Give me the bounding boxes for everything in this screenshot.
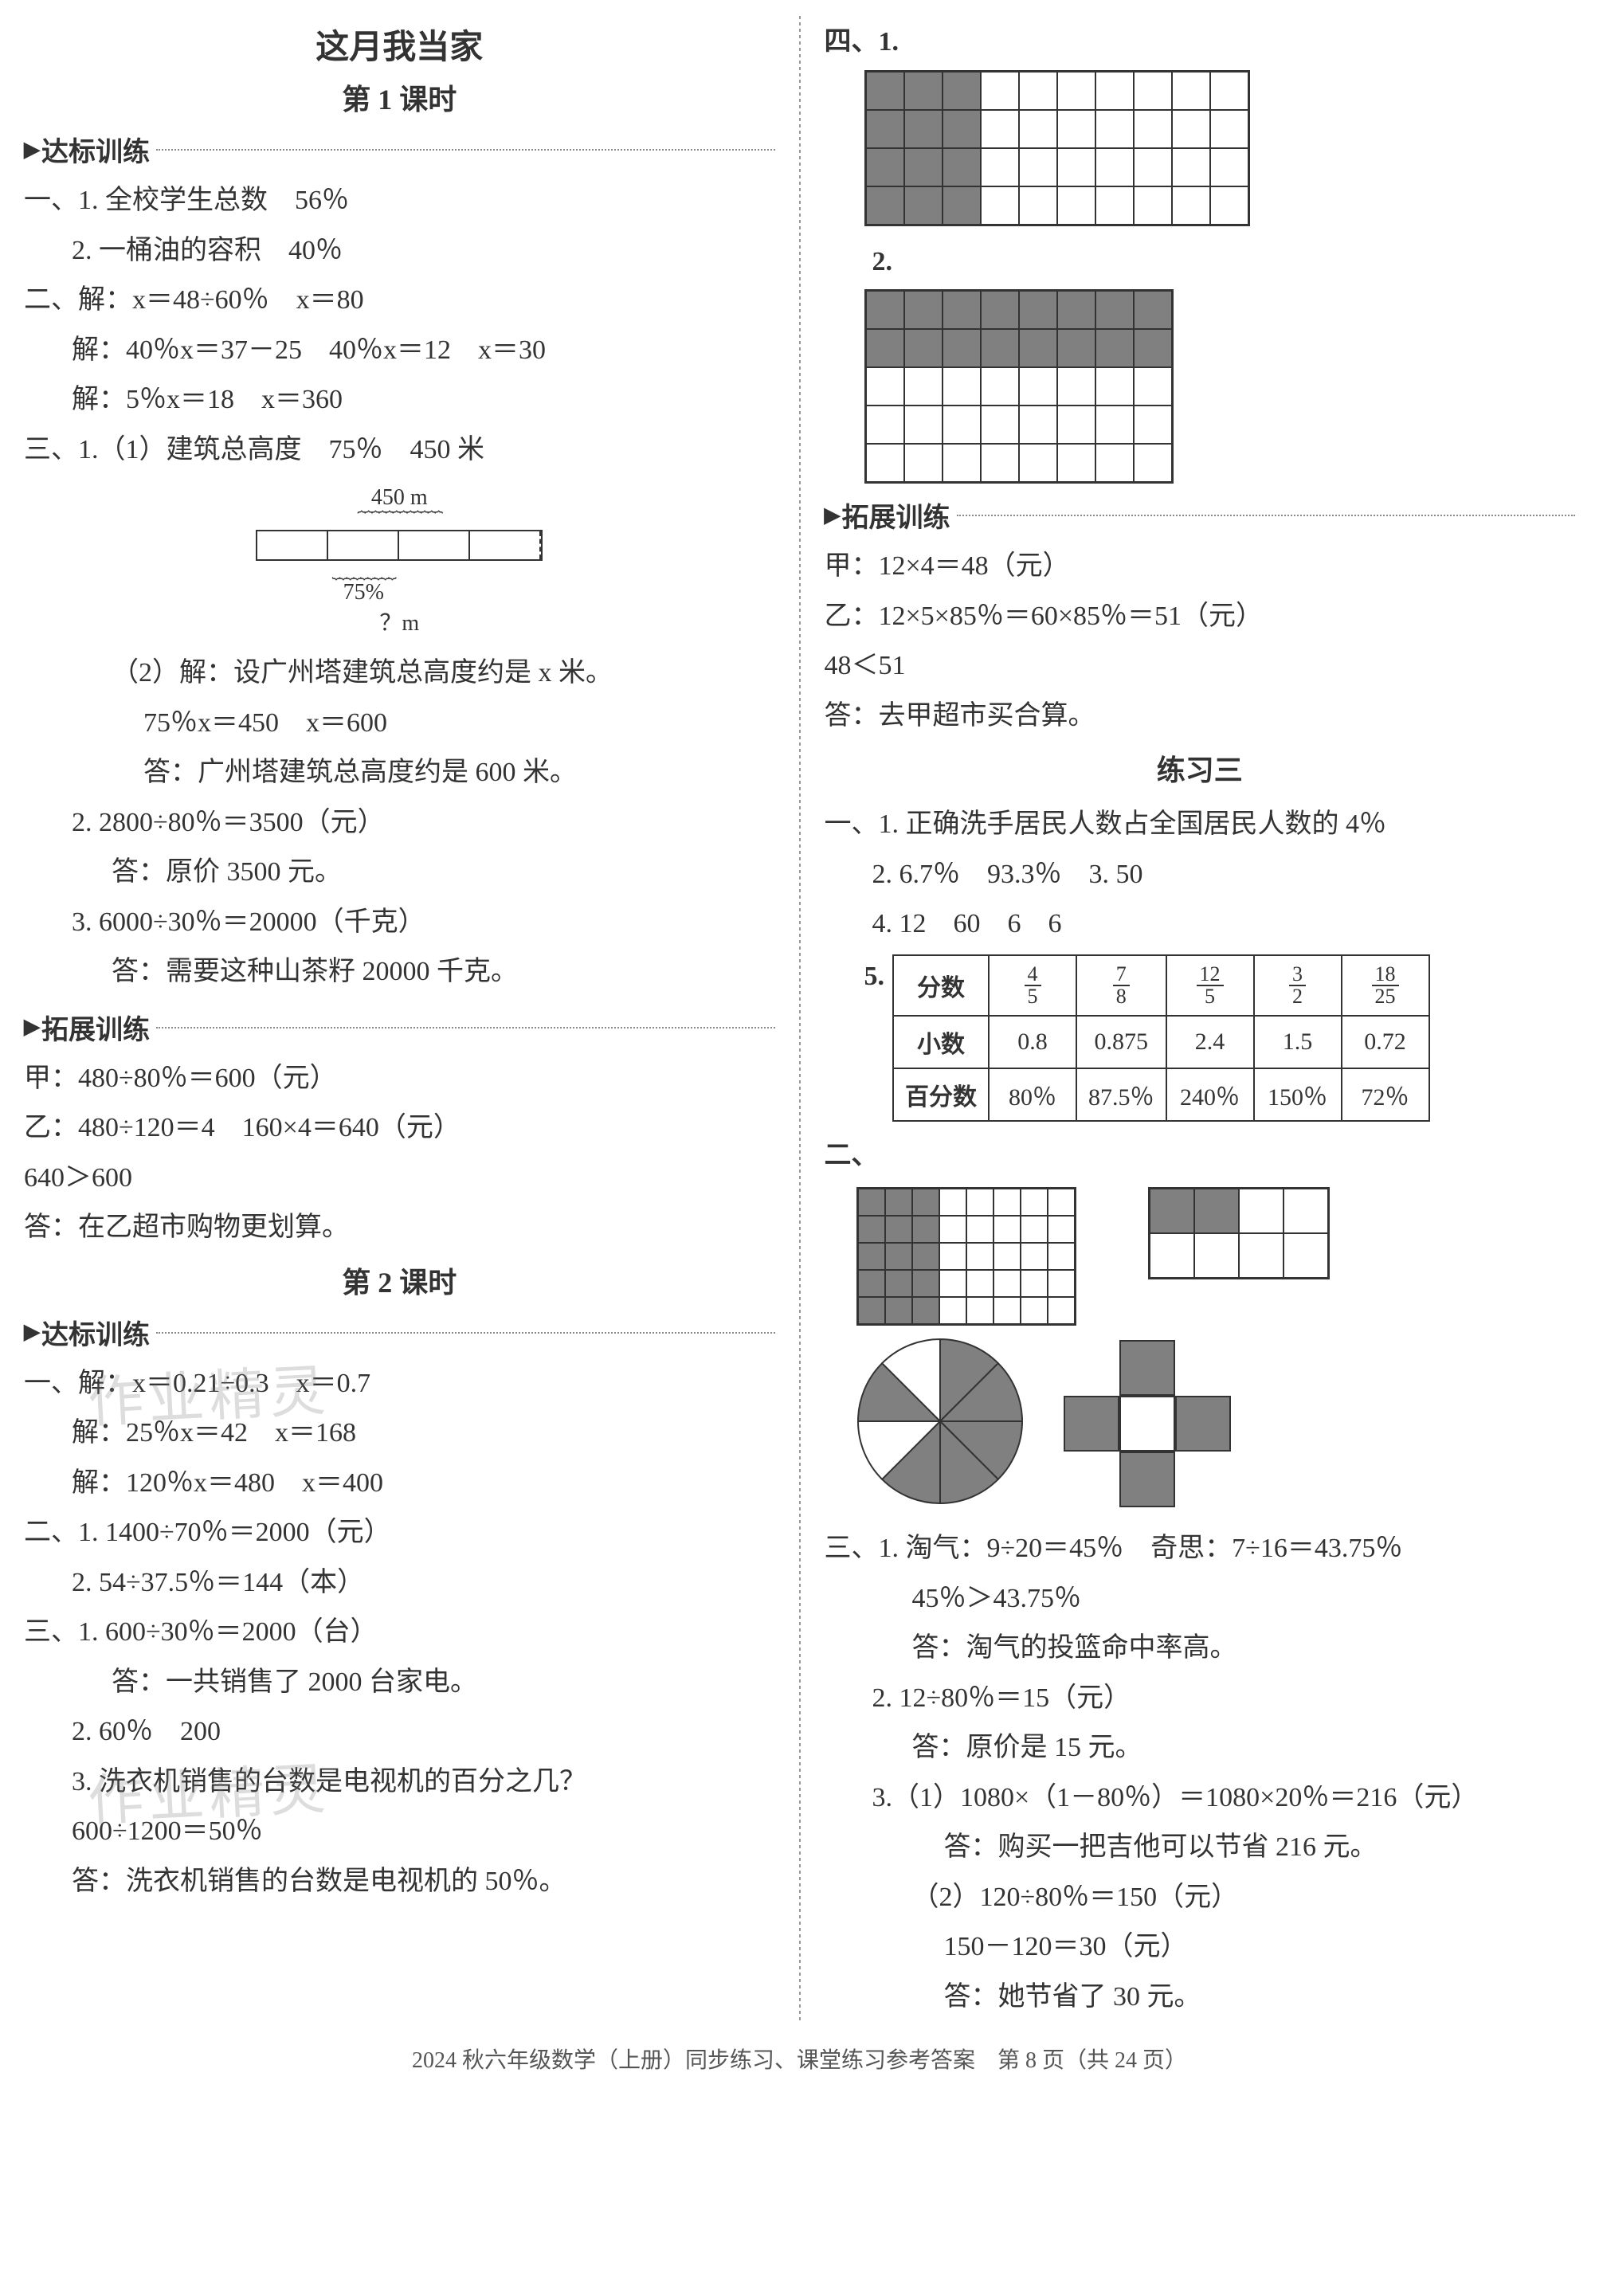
text-line: 答：洗衣机销售的台数是电视机的 50％。 bbox=[24, 1858, 775, 1906]
q5-label: 5. bbox=[825, 953, 885, 1001]
text-line: 答：她节省了 30 元。 bbox=[825, 1973, 1576, 2021]
text-line: 3. 洗衣机销售的台数是电视机的百分之几？ bbox=[24, 1758, 775, 1806]
tuozhan-label: 拓展训练 bbox=[41, 1008, 150, 1047]
grid-figure-2 bbox=[864, 289, 1174, 484]
text-line: 640＞600 bbox=[24, 1154, 775, 1202]
text-line: 一、1. 全校学生总数 56％ bbox=[24, 177, 775, 225]
table-row: 小数 0.80.8752.41.50.72 bbox=[893, 1016, 1429, 1068]
text-line: 2. 2800÷80％＝3500（元） bbox=[24, 799, 775, 847]
main-title: 这月我当家 bbox=[24, 20, 775, 69]
tuozhan-header-2: 拓展训练 bbox=[825, 496, 1576, 535]
text-line: 三、1.（1）建筑总高度 75％ 450 米 bbox=[24, 426, 775, 474]
small-grid-1 bbox=[856, 1187, 1076, 1326]
pie-chart bbox=[856, 1338, 1024, 1509]
text-line: （2）解：设广州塔建筑总高度约是 x 米。 bbox=[24, 649, 775, 697]
q4-2-label: 2. bbox=[825, 238, 1576, 286]
pie-row bbox=[856, 1338, 1576, 1509]
small-grids-row bbox=[856, 1187, 1576, 1326]
text-line: 答：广州塔建筑总高度约是 600 米。 bbox=[24, 749, 775, 797]
fraction-table: 分数 45 78 125 32 1825 小数 0.80.8752.41.50.… bbox=[892, 954, 1430, 1122]
text-line: 解：120％x＝480 x＝400 bbox=[24, 1459, 775, 1507]
text-line: 解：40％x＝37－25 40％x＝12 x＝30 bbox=[24, 327, 775, 374]
text-line: 4. 12 60 6 6 bbox=[825, 900, 1576, 948]
right-column: 四、1. 2. 拓展训练 甲：12×4＝48（元） 乙：12×5×85％＝60×… bbox=[825, 16, 1576, 2023]
text-line: 2. 12÷80％＝15（元） bbox=[825, 1675, 1576, 1722]
watermark-2: 3. 洗衣机销售的台数是电视机的百分之几？ 600÷1200＝50％ bbox=[24, 1758, 775, 1855]
page-container: 这月我当家 第 1 课时 达标训练 一、1. 全校学生总数 56％ 2. 一桶油… bbox=[24, 16, 1575, 2023]
text-line: 三、1. 淘气：9÷20＝45％ 奇思：7÷16＝43.75％ bbox=[825, 1525, 1576, 1573]
text-line: 150－120＝30（元） bbox=[825, 1923, 1576, 1971]
cross-cell bbox=[1119, 1340, 1175, 1396]
th-percent: 百分数 bbox=[893, 1068, 989, 1121]
small-grid-2 bbox=[1148, 1187, 1330, 1279]
page-footer: 2024 秋六年级数学（上册）同步练习、课堂练习参考答案 第 8 页（共 24 … bbox=[24, 2043, 1575, 2075]
text-line: 3.（1）1080×（1－80％）＝1080×20％＝216（元） bbox=[825, 1774, 1576, 1822]
bar-diagram: 450 m ⏞⏞⏞⏞⏞⏞⏞⏞⏞⏞⏞⏞ ⏟⏟⏟⏟⏟⏟⏟⏟⏟ 75% ？m bbox=[256, 485, 543, 637]
q4-1-label: 四、1. bbox=[825, 18, 1576, 66]
bar-bot-label: ？m bbox=[256, 605, 543, 637]
text-line: 答：原价 3500 元。 bbox=[24, 848, 775, 896]
dabiao-header-1: 达标训练 bbox=[24, 130, 775, 169]
dabiao-label: 达标训练 bbox=[41, 130, 150, 169]
lesson1-title: 第 1 课时 bbox=[24, 76, 775, 118]
exercise3-title: 练习三 bbox=[825, 747, 1576, 789]
text-line: 2. 6.7％ 93.3％ 3. 50 bbox=[825, 851, 1576, 899]
text-line: 乙：480÷120＝4 160×4＝640（元） bbox=[24, 1104, 775, 1152]
text-line: 答：一共销售了 2000 台家电。 bbox=[24, 1659, 775, 1706]
e2-label: 二、 bbox=[825, 1132, 1576, 1180]
text-line: 二、1. 1400÷70％＝2000（元） bbox=[24, 1509, 775, 1557]
th-fraction: 分数 bbox=[893, 955, 989, 1016]
left-column: 这月我当家 第 1 课时 达标训练 一、1. 全校学生总数 56％ 2. 一桶油… bbox=[24, 16, 775, 2023]
dabiao-header-2: 达标训练 bbox=[24, 1313, 775, 1352]
bar-pct-label: 75% bbox=[256, 580, 471, 605]
lesson2-title: 第 2 课时 bbox=[24, 1260, 775, 1301]
text-line: 解：25％x＝42 x＝168 bbox=[24, 1409, 775, 1457]
cross-figure bbox=[1064, 1340, 1231, 1507]
grid-figure-1 bbox=[864, 70, 1250, 226]
bar-box bbox=[256, 530, 543, 561]
text-line: 2. 一桶油的容积 40％ bbox=[24, 227, 775, 275]
text-line: 三、1. 600÷30％＝2000（台） bbox=[24, 1608, 775, 1656]
text-line: 甲：12×4＝48（元） bbox=[825, 543, 1576, 590]
text-line: 答：购买一把吉他可以节省 216 元。 bbox=[825, 1824, 1576, 1871]
text-line: 75％x＝450 x＝600 bbox=[24, 699, 775, 747]
table-row: 百分数 80％87.5％240％150％72％ bbox=[893, 1068, 1429, 1121]
text-line: 一、1. 正确洗手居民人数占全国居民人数的 4％ bbox=[825, 801, 1576, 848]
dabiao-label-2: 达标训练 bbox=[41, 1313, 150, 1352]
text-line: 600÷1200＝50％ bbox=[24, 1808, 775, 1855]
th-decimal: 小数 bbox=[893, 1016, 989, 1068]
cross-cell bbox=[1119, 1396, 1175, 1452]
text-line: 2. 54÷37.5％＝144（本） bbox=[24, 1559, 775, 1607]
text-line: 48＜51 bbox=[825, 642, 1576, 690]
cross-cell bbox=[1064, 1396, 1119, 1452]
text-line: 答：原价是 15 元。 bbox=[825, 1724, 1576, 1772]
column-divider bbox=[799, 16, 801, 2023]
watermark-1: 一、解：x＝0.21÷0.3 x＝0.7 解：25％x＝42 x＝168 bbox=[24, 1360, 775, 1457]
cross-cell bbox=[1175, 1396, 1231, 1452]
text-line: 45％＞43.75％ bbox=[825, 1575, 1576, 1623]
text-line: 二、解：x＝48÷60％ x＝80 bbox=[24, 276, 775, 324]
text-line: 3. 6000÷30％＝20000（千克） bbox=[24, 899, 775, 946]
text-line: （2）120÷80％＝150（元） bbox=[825, 1874, 1576, 1922]
table-row: 分数 45 78 125 32 1825 bbox=[893, 955, 1429, 1016]
text-line: 答：需要这种山茶籽 20000 千克。 bbox=[24, 948, 775, 996]
text-line: 甲：480÷80％＝600（元） bbox=[24, 1055, 775, 1103]
text-line: 2. 60％ 200 bbox=[24, 1708, 775, 1756]
bar-top-label: 450 m bbox=[256, 485, 543, 511]
text-line: 解：5％x＝18 x＝360 bbox=[24, 376, 775, 424]
cross-cell bbox=[1119, 1452, 1175, 1507]
text-line: 答：淘气的投篮命中率高。 bbox=[825, 1624, 1576, 1672]
text-line: 答：去甲超市买合算。 bbox=[825, 692, 1576, 740]
tuozhan-header-1: 拓展训练 bbox=[24, 1008, 775, 1047]
tuozhan-label-2: 拓展训练 bbox=[842, 496, 950, 535]
text-line: 答：在乙超市购物更划算。 bbox=[24, 1204, 775, 1252]
text-line: 乙：12×5×85％＝60×85％＝51（元） bbox=[825, 593, 1576, 641]
text-line: 一、解：x＝0.21÷0.3 x＝0.7 bbox=[24, 1360, 775, 1408]
